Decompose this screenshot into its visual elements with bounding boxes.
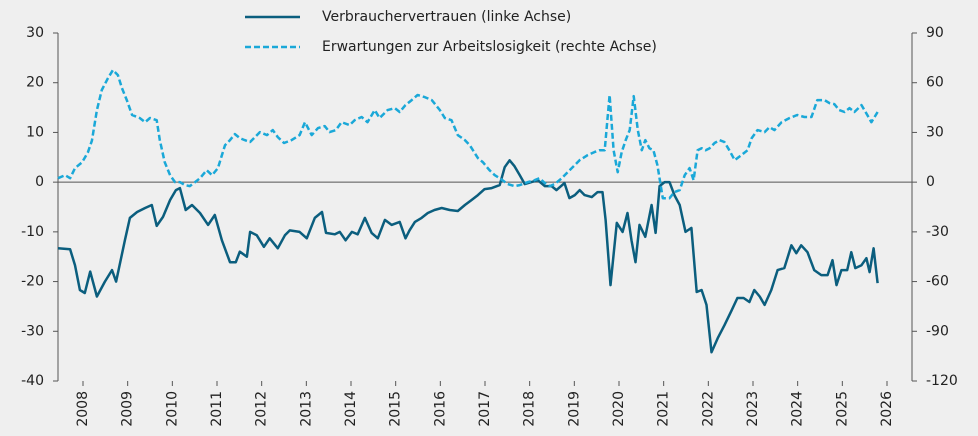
y2-tick-label: 30	[926, 124, 944, 140]
x-tick-label: 2018	[522, 391, 538, 427]
y2-tick-label: 90	[926, 25, 944, 41]
x-tick-label: 2015	[388, 391, 404, 427]
legend-label: Erwartungen zur Arbeitslosigkeit (rechte…	[322, 39, 657, 55]
y-tick-label: 0	[35, 174, 44, 190]
y2-tick-label: 0	[926, 174, 935, 190]
x-tick-label: 2010	[164, 391, 180, 427]
x-tick-label: 2012	[254, 391, 270, 427]
x-tick-label: 2017	[477, 391, 493, 427]
y-tick-label: 10	[26, 124, 44, 140]
x-tick-label: 2024	[790, 391, 806, 427]
series-line	[57, 159, 879, 354]
x-tick-label: 2009	[120, 391, 136, 427]
y-tick-label: -30	[21, 323, 44, 339]
x-tick-label: 2011	[209, 391, 225, 427]
x-tick-label: 2025	[834, 391, 850, 427]
legend-label: Verbrauchervertrauen (linke Achse)	[322, 9, 571, 25]
series-line	[57, 68, 879, 200]
y2-tick-label: 60	[926, 75, 944, 91]
x-tick-label: 2016	[432, 391, 448, 427]
y-tick-label: -20	[21, 274, 44, 290]
x-tick-label: 2019	[566, 391, 582, 427]
x-tick-label: 2008	[75, 391, 91, 427]
y-tick-label: 30	[26, 25, 44, 41]
x-tick-label: 2014	[343, 391, 359, 427]
x-tick-label: 2022	[700, 391, 716, 427]
y-tick-label: -10	[21, 224, 44, 240]
x-tick-label: 2021	[656, 391, 672, 427]
x-tick-label: 2023	[745, 391, 761, 427]
y2-tick-label: -90	[926, 323, 949, 339]
x-tick-label: 2026	[879, 391, 895, 427]
y-tick-label: 20	[26, 75, 44, 91]
y-tick-label: -40	[21, 373, 44, 389]
x-tick-label: 2013	[298, 391, 314, 427]
y2-tick-label: -30	[926, 224, 949, 240]
x-tick-label: 2020	[611, 391, 627, 427]
y2-tick-label: -60	[926, 274, 949, 290]
y2-tick-label: -120	[926, 373, 958, 389]
